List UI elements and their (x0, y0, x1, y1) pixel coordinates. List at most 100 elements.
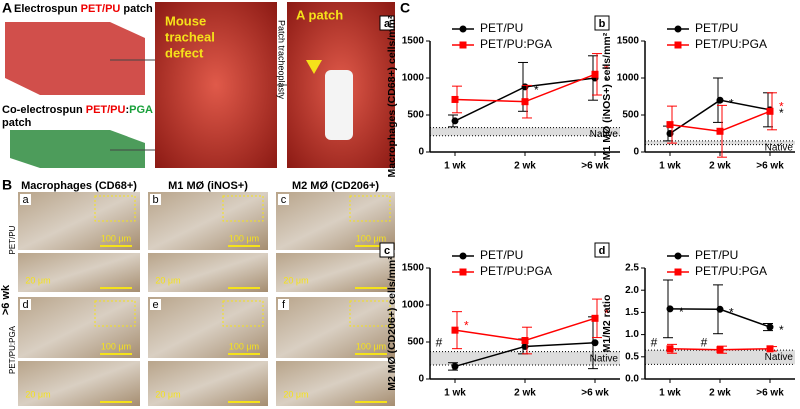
chart-letter-box (594, 242, 610, 258)
scale-label: 20 μm (25, 275, 50, 285)
legend-marker (674, 252, 682, 260)
tile-letter-box (278, 299, 289, 310)
point (766, 107, 774, 115)
micrograph (276, 297, 395, 358)
x-tick-label: >6 wk (581, 388, 609, 399)
scale-label: 100 μm (356, 233, 386, 243)
tile-letter: b (152, 194, 158, 206)
significance: * (604, 74, 609, 88)
y-tick-label: 1000 (617, 73, 640, 84)
scale-label: 20 μm (155, 275, 180, 285)
patch-image (5, 22, 145, 95)
native-label: Native (765, 352, 794, 363)
point (521, 337, 529, 345)
annotation: # (651, 336, 658, 350)
y-tick-label: 2.0 (625, 285, 639, 296)
y-tick-label: 0 (418, 374, 424, 385)
tile-letter: e (152, 299, 158, 311)
x-tick-label: 2 wk (709, 388, 731, 399)
photo-label: Mouse (165, 13, 206, 28)
significance: * (679, 305, 684, 319)
t: PET/PU (86, 104, 126, 116)
chart-letter-box (594, 15, 610, 31)
legend-label: PET/PU (695, 248, 738, 262)
scale-label: 100 μm (101, 233, 131, 243)
tile-letter: d (22, 299, 28, 311)
legend-marker (674, 25, 682, 33)
y-tick-label: 0.0 (625, 374, 639, 385)
x-tick-label: 1 wk (659, 161, 681, 172)
y-axis-label: M1 MØ (iNOS+) cells/mm² (601, 32, 613, 160)
scale-label: 100 μm (229, 233, 259, 243)
point (591, 314, 599, 322)
point (591, 70, 599, 78)
t: Electrospun (14, 3, 81, 15)
micrograph (148, 297, 268, 358)
native-label: Native (765, 143, 794, 154)
patch-in-photo (325, 70, 353, 140)
photo-label: defect (165, 45, 204, 60)
column-header: M1 MØ (iNOS+) (168, 180, 248, 192)
point (451, 95, 459, 103)
y-tick-label: 0 (633, 147, 639, 158)
point (716, 305, 724, 313)
point (521, 98, 529, 106)
annotation: # (436, 336, 443, 350)
scale-label: 20 μm (25, 389, 50, 399)
x-tick-label: >6 wk (756, 161, 784, 172)
point (451, 362, 459, 370)
chart-letter-box (379, 15, 395, 31)
row-label: PET/PU:PGA (8, 325, 17, 374)
scale-label: 20 μm (283, 275, 308, 285)
photo-label: A patch (296, 7, 343, 22)
tile-letter-box (278, 194, 289, 205)
point (666, 305, 674, 313)
legend-label: PET/PU:PGA (695, 37, 767, 51)
scale-label: 20 μm (283, 389, 308, 399)
point (766, 345, 774, 353)
y-tick-label: 500 (622, 110, 639, 121)
time-label: >6 wk (0, 284, 12, 315)
point (451, 117, 459, 125)
scale-label: 100 μm (356, 341, 386, 351)
micrograph (18, 361, 140, 406)
patch-label: patch (2, 117, 32, 129)
legend-marker (674, 41, 682, 49)
patch-label: Electrospun PET/PU patch (14, 3, 153, 15)
x-tick-label: 2 wk (514, 161, 536, 172)
x-tick-label: 1 wk (444, 161, 466, 172)
y-axis-label: M2 MØ (CD206+) cells/mm² (386, 256, 398, 391)
panel-letter: A (2, 0, 12, 16)
chart-letter: c (384, 245, 390, 257)
legend-label: PET/PU (480, 21, 523, 35)
point (666, 345, 674, 353)
micrograph (18, 253, 140, 292)
patch-image (10, 130, 145, 168)
zoom-box (94, 195, 136, 222)
significance: * (464, 318, 469, 332)
micrograph (276, 361, 395, 406)
x-tick-label: 2 wk (514, 388, 536, 399)
photo (155, 2, 277, 168)
legend-label: PET/PU:PGA (695, 264, 767, 278)
scale-label: 20 μm (155, 389, 180, 399)
x-tick-label: >6 wk (581, 161, 609, 172)
tile-letter-box (150, 299, 161, 310)
x-tick-label: 1 wk (444, 388, 466, 399)
zoom-box (94, 300, 136, 327)
t: patch (120, 3, 153, 15)
y-tick-label: 0.5 (625, 351, 639, 362)
significance: * (729, 96, 734, 110)
legend-marker (459, 25, 467, 33)
scale-label: 100 μm (101, 341, 131, 351)
legend-label: PET/PU:PGA (480, 264, 552, 278)
point (716, 96, 724, 104)
y-tick-label: 1000 (402, 300, 425, 311)
legend-label: PET/PU:PGA (480, 37, 552, 51)
micrograph (276, 253, 395, 292)
zoom-box (349, 300, 391, 327)
native-band (645, 350, 795, 365)
photo-label: tracheal (165, 29, 215, 44)
